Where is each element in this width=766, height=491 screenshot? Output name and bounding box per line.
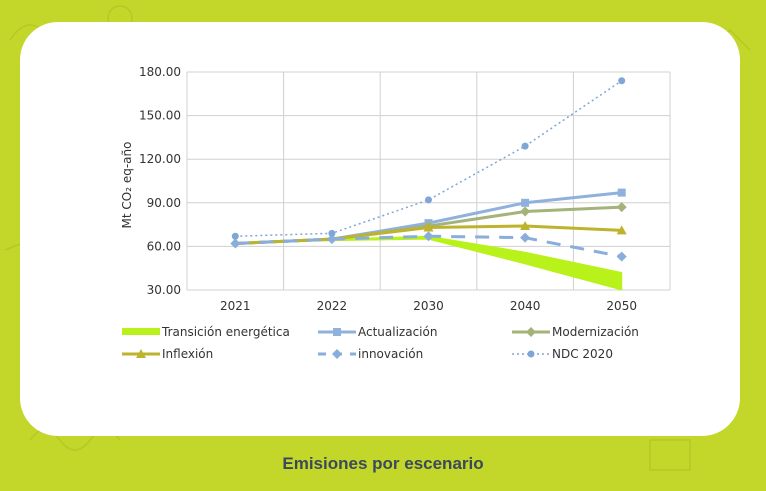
legend-label-modernizacion: Modernización bbox=[552, 325, 639, 339]
point-ndc-2030 bbox=[425, 196, 432, 204]
point-actualizacion-2040 bbox=[521, 198, 530, 207]
legend-swatch-marker-inflexion bbox=[136, 349, 146, 358]
legend-label-innovacion: innovación bbox=[358, 347, 423, 361]
chart-legend: Transición energética Actualización Modern… bbox=[122, 325, 639, 361]
legend-swatch-marker-ndc bbox=[527, 350, 535, 358]
x-axis-ticks: 2021 2022 2030 2040 2050 bbox=[220, 299, 637, 313]
y-tick-label: 60.00 bbox=[147, 239, 181, 253]
point-ndc-2022 bbox=[328, 229, 336, 237]
point-modernizacion-2050 bbox=[616, 202, 627, 213]
series-innovacion bbox=[230, 231, 627, 262]
point-ndc-2021 bbox=[231, 232, 239, 240]
legend-item-transicion: Transición energética bbox=[122, 325, 290, 339]
legend-item-modernizacion: Modernización bbox=[512, 325, 639, 339]
point-innovacion-2050 bbox=[616, 251, 627, 262]
x-tick-label: 2022 bbox=[317, 299, 348, 313]
y-tick-label: 120.00 bbox=[139, 152, 181, 166]
point-innovacion-2040 bbox=[520, 232, 531, 243]
legend-swatch-transicion bbox=[122, 328, 160, 335]
legend-item-actualizacion: Actualización bbox=[318, 325, 437, 339]
y-tick-label: 30.00 bbox=[147, 283, 181, 297]
y-tick-label: 180.00 bbox=[139, 65, 181, 79]
series-ndc bbox=[231, 77, 626, 240]
point-inflexion-2030 bbox=[423, 222, 434, 232]
point-innovacion-2030 bbox=[423, 231, 434, 242]
point-actualizacion-2050 bbox=[617, 188, 626, 197]
x-tick-label: 2021 bbox=[220, 299, 251, 313]
y-axis-label: Mt CO₂ eq-año bbox=[120, 142, 134, 229]
point-modernizacion-2040 bbox=[520, 206, 531, 217]
point-ndc-2050 bbox=[618, 77, 626, 85]
x-tick-label: 2050 bbox=[606, 299, 637, 313]
y-axis-ticks: 30.00 60.00 90.00 120.00 150.00 180.00 bbox=[139, 65, 181, 297]
legend-item-innovacion: innovación bbox=[318, 347, 423, 361]
point-innovacion-2021 bbox=[230, 238, 241, 249]
legend-label-inflexion: Inflexión bbox=[162, 347, 213, 361]
legend-label-transicion: Transición energética bbox=[161, 325, 290, 339]
point-ndc-2040 bbox=[521, 142, 529, 150]
x-tick-label: 2030 bbox=[413, 299, 444, 313]
legend-swatch-marker-innovacion bbox=[332, 349, 342, 359]
series-line-ndc bbox=[235, 80, 623, 237]
series-inflexion bbox=[235, 221, 627, 245]
legend-swatch-marker-actualizacion bbox=[333, 328, 341, 336]
series-layer bbox=[230, 77, 627, 262]
band-layer bbox=[235, 235, 623, 291]
y-tick-label: 90.00 bbox=[147, 196, 181, 210]
chart-caption: Emisiones por escenario bbox=[282, 454, 484, 473]
point-inflexion-2050 bbox=[616, 225, 627, 235]
legend-item-ndc: NDC 2020 bbox=[512, 347, 613, 361]
series-transicion-energetica-band bbox=[235, 235, 623, 291]
legend-item-inflexion: Inflexión bbox=[122, 347, 213, 361]
legend-swatch-marker-modernizacion bbox=[526, 327, 536, 337]
legend-label-ndc: NDC 2020 bbox=[552, 347, 613, 361]
y-tick-label: 150.00 bbox=[139, 109, 181, 123]
x-tick-label: 2040 bbox=[510, 299, 541, 313]
legend-label-actualizacion: Actualización bbox=[358, 325, 437, 339]
point-innovacion-2022 bbox=[326, 234, 337, 245]
chart-grid bbox=[186, 71, 671, 291]
point-inflexion-2040 bbox=[520, 221, 531, 231]
